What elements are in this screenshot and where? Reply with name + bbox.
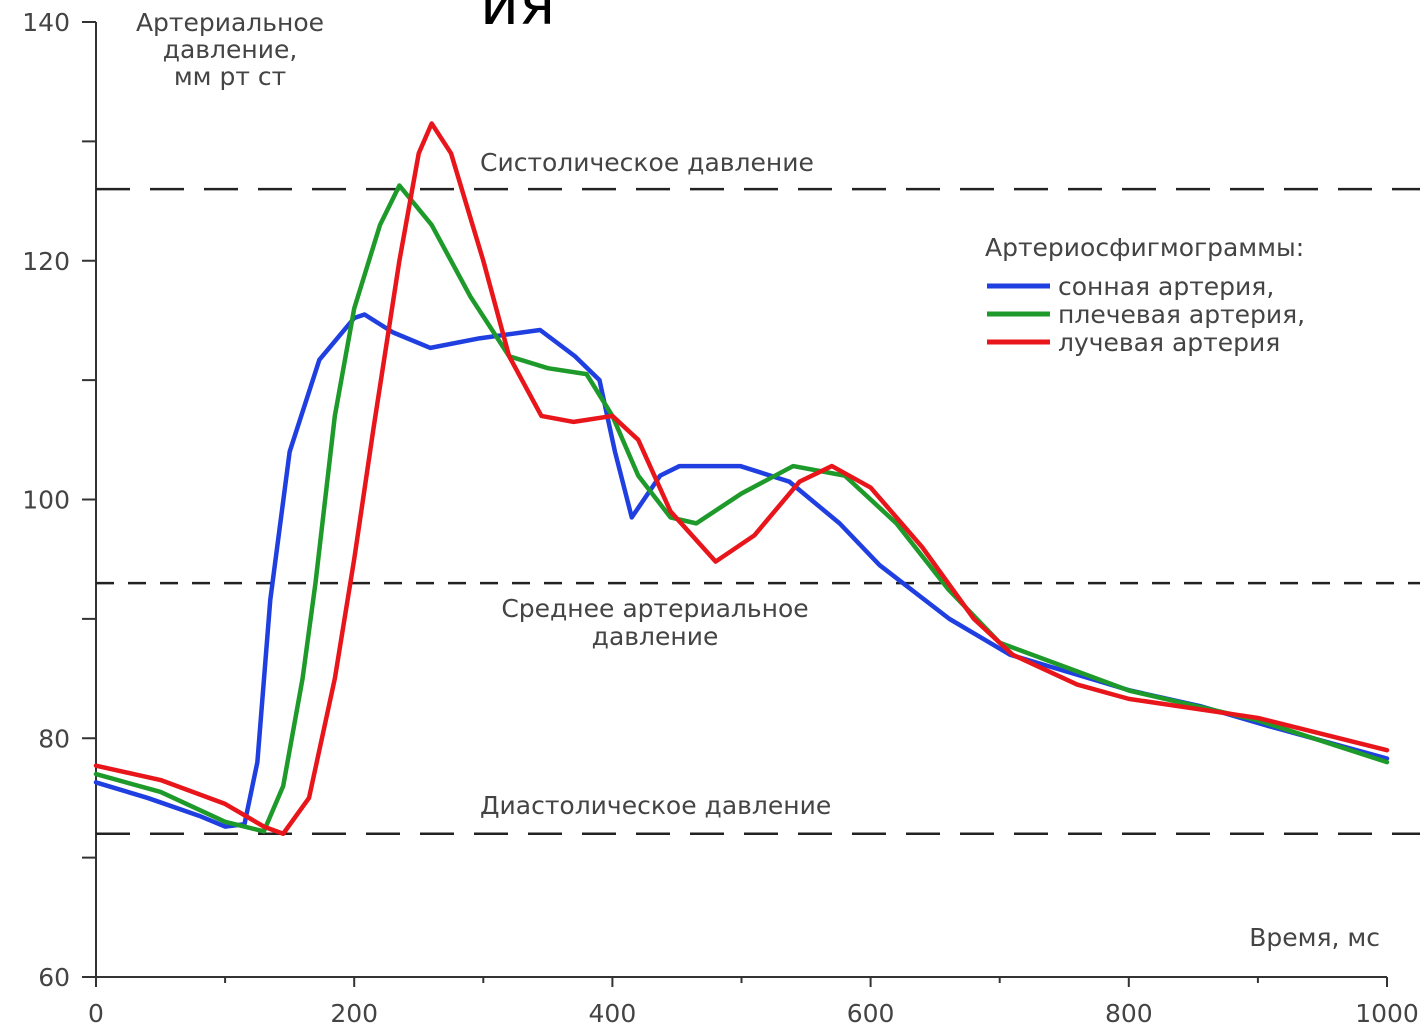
x-tick-label: 1000 [1355,999,1419,1027]
y-tick-label: 120 [22,247,70,276]
y-axis-label: давление, [163,35,298,64]
y-tick-label: 60 [38,963,70,992]
legend-label: сонная артерия, [1058,272,1274,301]
x-tick-label: 400 [589,999,637,1027]
x-tick-label: 0 [88,999,104,1027]
reference-label: давление [592,622,719,651]
reference-label: Систолическое давление [480,148,814,177]
legend-title: Артериосфигмограммы: [985,233,1304,262]
series-line [93,312,1390,829]
x-tick-label: 800 [1105,999,1153,1027]
reference-label: Среднее артериальное [501,594,808,623]
y-axis-label: мм рт ст [174,62,286,91]
y-axis-label: Артериальное [136,8,324,37]
y-tick-label: 140 [22,8,70,37]
x-axis-label: Время, мс [1249,923,1380,952]
x-tick-label: 600 [847,999,895,1027]
x-tick-label: 200 [330,999,378,1027]
y-tick-label: 100 [22,486,70,515]
legend-label: лучевая артерия [1058,328,1280,357]
legend-label: плечевая артерия, [1058,300,1305,329]
series-line [93,121,1390,836]
chart-title: ия [480,0,555,39]
y-tick-label: 80 [38,724,70,753]
reference-label: Диастолическое давление [480,791,831,820]
